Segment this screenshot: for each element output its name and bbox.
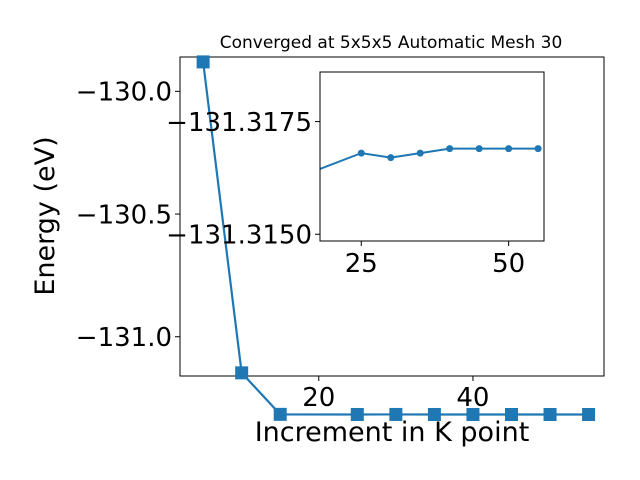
data-point bbox=[534, 145, 542, 153]
main-axes: Converged at 5x5x5 Automatic Mesh 30 20 4… bbox=[30, 33, 605, 448]
inset-series bbox=[299, 145, 542, 179]
x-tick-label: 25 bbox=[345, 249, 378, 279]
data-point bbox=[235, 366, 249, 380]
inset-plot-frame bbox=[319, 71, 545, 242]
data-point bbox=[505, 145, 513, 153]
data-point bbox=[273, 407, 287, 421]
y-tick-label: −131.3150 bbox=[166, 221, 312, 251]
data-point bbox=[427, 407, 441, 421]
main-series bbox=[196, 55, 596, 422]
series-line bbox=[320, 147, 539, 170]
y-tick-label: −131.3175 bbox=[166, 108, 312, 138]
y-tick-label: −131.0 bbox=[76, 323, 172, 353]
x-tick-label: 50 bbox=[492, 249, 525, 279]
inset-y-ticks: −131.3175 −131.3150 bbox=[166, 108, 320, 251]
inset-x-ticks: 25 50 bbox=[345, 241, 525, 279]
y-axis-label: Energy (eV) bbox=[30, 136, 61, 295]
x-tick-label: 20 bbox=[302, 383, 335, 413]
main-y-ticks: −130.0 −130.5 −131.0 bbox=[76, 78, 180, 353]
y-tick-label: −130.5 bbox=[76, 200, 172, 230]
data-point bbox=[350, 407, 364, 421]
main-x-ticks: 20 40 bbox=[302, 376, 489, 413]
data-point bbox=[389, 407, 403, 421]
data-point bbox=[475, 145, 483, 153]
series-line bbox=[202, 61, 589, 416]
data-point bbox=[416, 149, 424, 157]
data-point bbox=[357, 149, 365, 157]
data-point bbox=[504, 408, 518, 422]
x-tick-label: 40 bbox=[456, 383, 489, 413]
data-point bbox=[196, 55, 210, 69]
data-point bbox=[466, 408, 480, 422]
data-point bbox=[299, 172, 306, 179]
inset-axes: 25 50 −131.3175 −131.3150 bbox=[166, 71, 545, 279]
data-point bbox=[446, 145, 454, 153]
main-plot-frame bbox=[179, 56, 605, 377]
data-point bbox=[387, 154, 395, 162]
y-tick-label: −130.0 bbox=[76, 78, 172, 108]
data-point bbox=[543, 408, 557, 422]
x-axis-label: Increment in K point bbox=[255, 417, 530, 448]
data-point bbox=[582, 408, 596, 422]
inset-plot-background bbox=[320, 72, 544, 241]
chart-title: Converged at 5x5x5 Automatic Mesh 30 bbox=[220, 33, 563, 53]
